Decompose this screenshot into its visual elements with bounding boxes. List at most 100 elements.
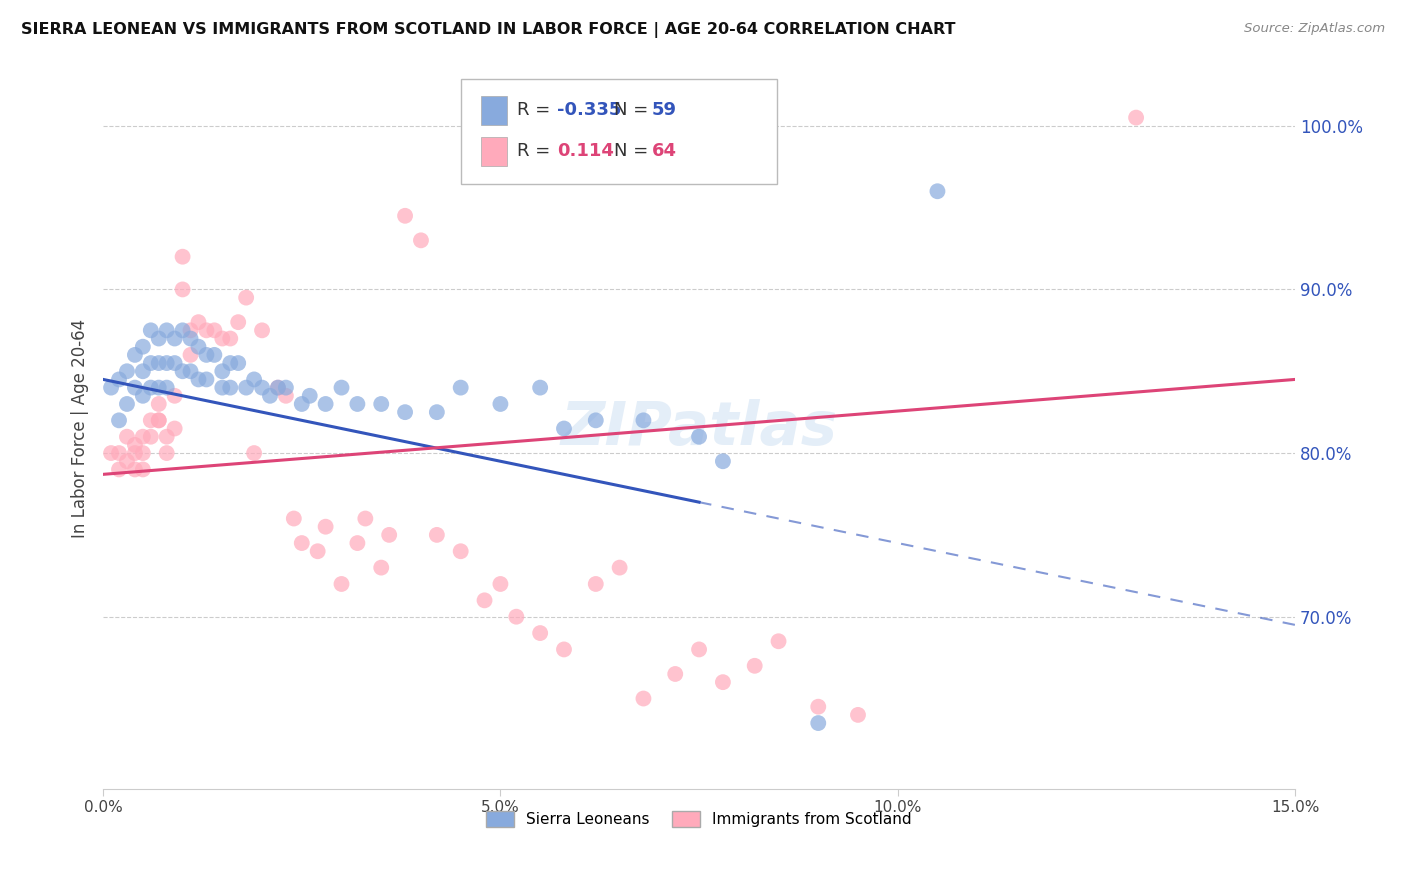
Point <box>235 291 257 305</box>
Point <box>180 323 202 337</box>
Point <box>267 381 290 395</box>
Point <box>346 536 368 550</box>
Point <box>259 389 281 403</box>
Text: R =: R = <box>517 143 561 161</box>
Point <box>156 430 179 444</box>
Point <box>291 536 314 550</box>
Point <box>163 332 186 346</box>
Point <box>529 381 551 395</box>
Point <box>195 372 218 386</box>
Point <box>139 356 162 370</box>
Point <box>132 340 155 354</box>
Text: SIERRA LEONEAN VS IMMIGRANTS FROM SCOTLAND IN LABOR FORCE | AGE 20-64 CORRELATIO: SIERRA LEONEAN VS IMMIGRANTS FROM SCOTLA… <box>21 22 956 38</box>
Point <box>807 699 830 714</box>
Point <box>283 511 305 525</box>
Text: N =: N = <box>614 143 654 161</box>
Point <box>163 421 186 435</box>
Text: 59: 59 <box>651 102 676 120</box>
Point <box>394 405 416 419</box>
Point <box>370 560 392 574</box>
Point <box>124 348 146 362</box>
Point <box>172 364 194 378</box>
Point <box>124 381 146 395</box>
Point <box>330 577 353 591</box>
Point <box>219 332 242 346</box>
Point <box>156 446 179 460</box>
Point <box>195 323 218 337</box>
Point <box>132 462 155 476</box>
Point <box>180 332 202 346</box>
Point <box>243 372 266 386</box>
Point <box>163 389 186 403</box>
Point <box>807 716 830 731</box>
Point <box>243 446 266 460</box>
Bar <box>481 95 508 125</box>
Point <box>529 626 551 640</box>
Point <box>156 356 179 370</box>
Point <box>711 675 734 690</box>
Point <box>267 381 290 395</box>
Bar <box>481 136 508 166</box>
Point <box>394 209 416 223</box>
Point <box>139 430 162 444</box>
Point <box>450 381 472 395</box>
Point <box>744 658 766 673</box>
Point <box>426 405 449 419</box>
Point <box>235 381 257 395</box>
Point <box>108 446 131 460</box>
Point <box>505 609 527 624</box>
Point <box>226 356 249 370</box>
Point <box>180 348 202 362</box>
Point <box>846 707 869 722</box>
Text: -0.335: -0.335 <box>557 102 621 120</box>
Point <box>187 340 209 354</box>
Point <box>100 381 122 395</box>
Point <box>474 593 496 607</box>
Point <box>195 348 218 362</box>
Point <box>187 315 209 329</box>
Point <box>315 397 337 411</box>
Point <box>132 430 155 444</box>
Text: R =: R = <box>517 102 555 120</box>
Point <box>307 544 329 558</box>
Point <box>711 454 734 468</box>
Point <box>148 356 170 370</box>
Point <box>489 397 512 411</box>
Point <box>180 364 202 378</box>
Point <box>274 381 297 395</box>
Point <box>553 642 575 657</box>
Point <box>108 413 131 427</box>
Point <box>354 511 377 525</box>
Point <box>202 348 225 362</box>
Point <box>489 577 512 591</box>
Point <box>172 323 194 337</box>
Point <box>148 332 170 346</box>
Text: N =: N = <box>614 102 654 120</box>
Point <box>148 381 170 395</box>
Point <box>132 389 155 403</box>
Point <box>156 323 179 337</box>
Point <box>139 413 162 427</box>
Point <box>609 560 631 574</box>
Legend: Sierra Leoneans, Immigrants from Scotland: Sierra Leoneans, Immigrants from Scotlan… <box>478 804 920 835</box>
Point <box>172 250 194 264</box>
Text: 0.114: 0.114 <box>557 143 614 161</box>
Point <box>124 446 146 460</box>
Point <box>346 397 368 411</box>
Point <box>124 462 146 476</box>
Point <box>139 381 162 395</box>
Point <box>108 372 131 386</box>
Point <box>1125 111 1147 125</box>
Point <box>100 446 122 460</box>
Point <box>409 233 432 247</box>
Point <box>226 315 249 329</box>
Point <box>450 544 472 558</box>
Point <box>148 413 170 427</box>
Point <box>148 397 170 411</box>
Point <box>250 323 273 337</box>
Point <box>156 381 179 395</box>
Point <box>219 356 242 370</box>
Point <box>330 381 353 395</box>
Point <box>172 282 194 296</box>
Point <box>633 413 655 427</box>
